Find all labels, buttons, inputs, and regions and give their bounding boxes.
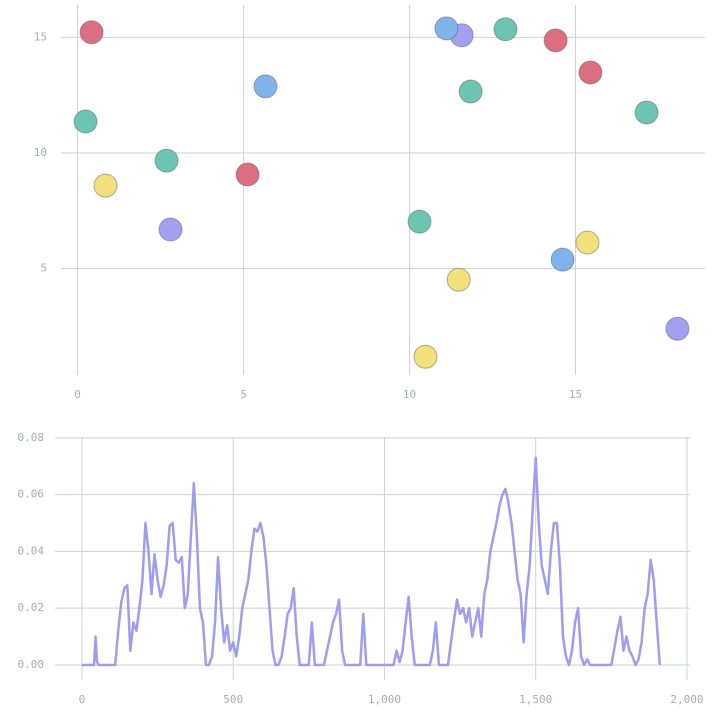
x-tick-label: 1,000	[368, 693, 401, 706]
scatter-point	[665, 316, 690, 341]
y-tick-label: 0.08	[18, 431, 45, 444]
y-tick-label: 0.02	[18, 601, 45, 614]
scatter-point	[158, 217, 183, 242]
scatter-point	[550, 247, 575, 272]
y-tick-label: 0.06	[18, 488, 45, 501]
y-tick-label: 15	[34, 30, 47, 43]
y-tick-label: 0.00	[18, 658, 45, 671]
scatter-point	[73, 109, 98, 134]
y-tick-label: 0.04	[18, 544, 45, 557]
scatter-point	[493, 17, 518, 42]
scatter-point	[575, 230, 600, 255]
x-tick-label: 2,000	[670, 693, 703, 706]
scatter-point	[235, 162, 260, 187]
scatter-point	[253, 74, 278, 99]
scatter-point	[154, 148, 179, 173]
scatter-point	[413, 344, 438, 369]
scatter-point	[407, 209, 432, 234]
scatter-point	[446, 267, 471, 292]
y-tick-label: 5	[40, 262, 47, 275]
x-tick-label: 0	[74, 388, 81, 401]
x-tick-label: 10	[403, 388, 416, 401]
x-tick-label: 15	[569, 388, 582, 401]
scatter-point	[543, 28, 568, 53]
scatter-point	[634, 100, 659, 125]
x-tick-label: 500	[223, 693, 243, 706]
scatter-point	[578, 60, 603, 85]
line-series	[81, 456, 661, 667]
scatter-point	[93, 173, 118, 198]
scatter-point	[434, 16, 459, 41]
x-tick-label: 0	[79, 693, 86, 706]
y-tick-label: 10	[34, 146, 47, 159]
scatter-point	[79, 20, 104, 45]
x-tick-label: 1,500	[519, 693, 552, 706]
x-tick-label: 5	[240, 388, 247, 401]
scatter-point	[458, 79, 483, 104]
